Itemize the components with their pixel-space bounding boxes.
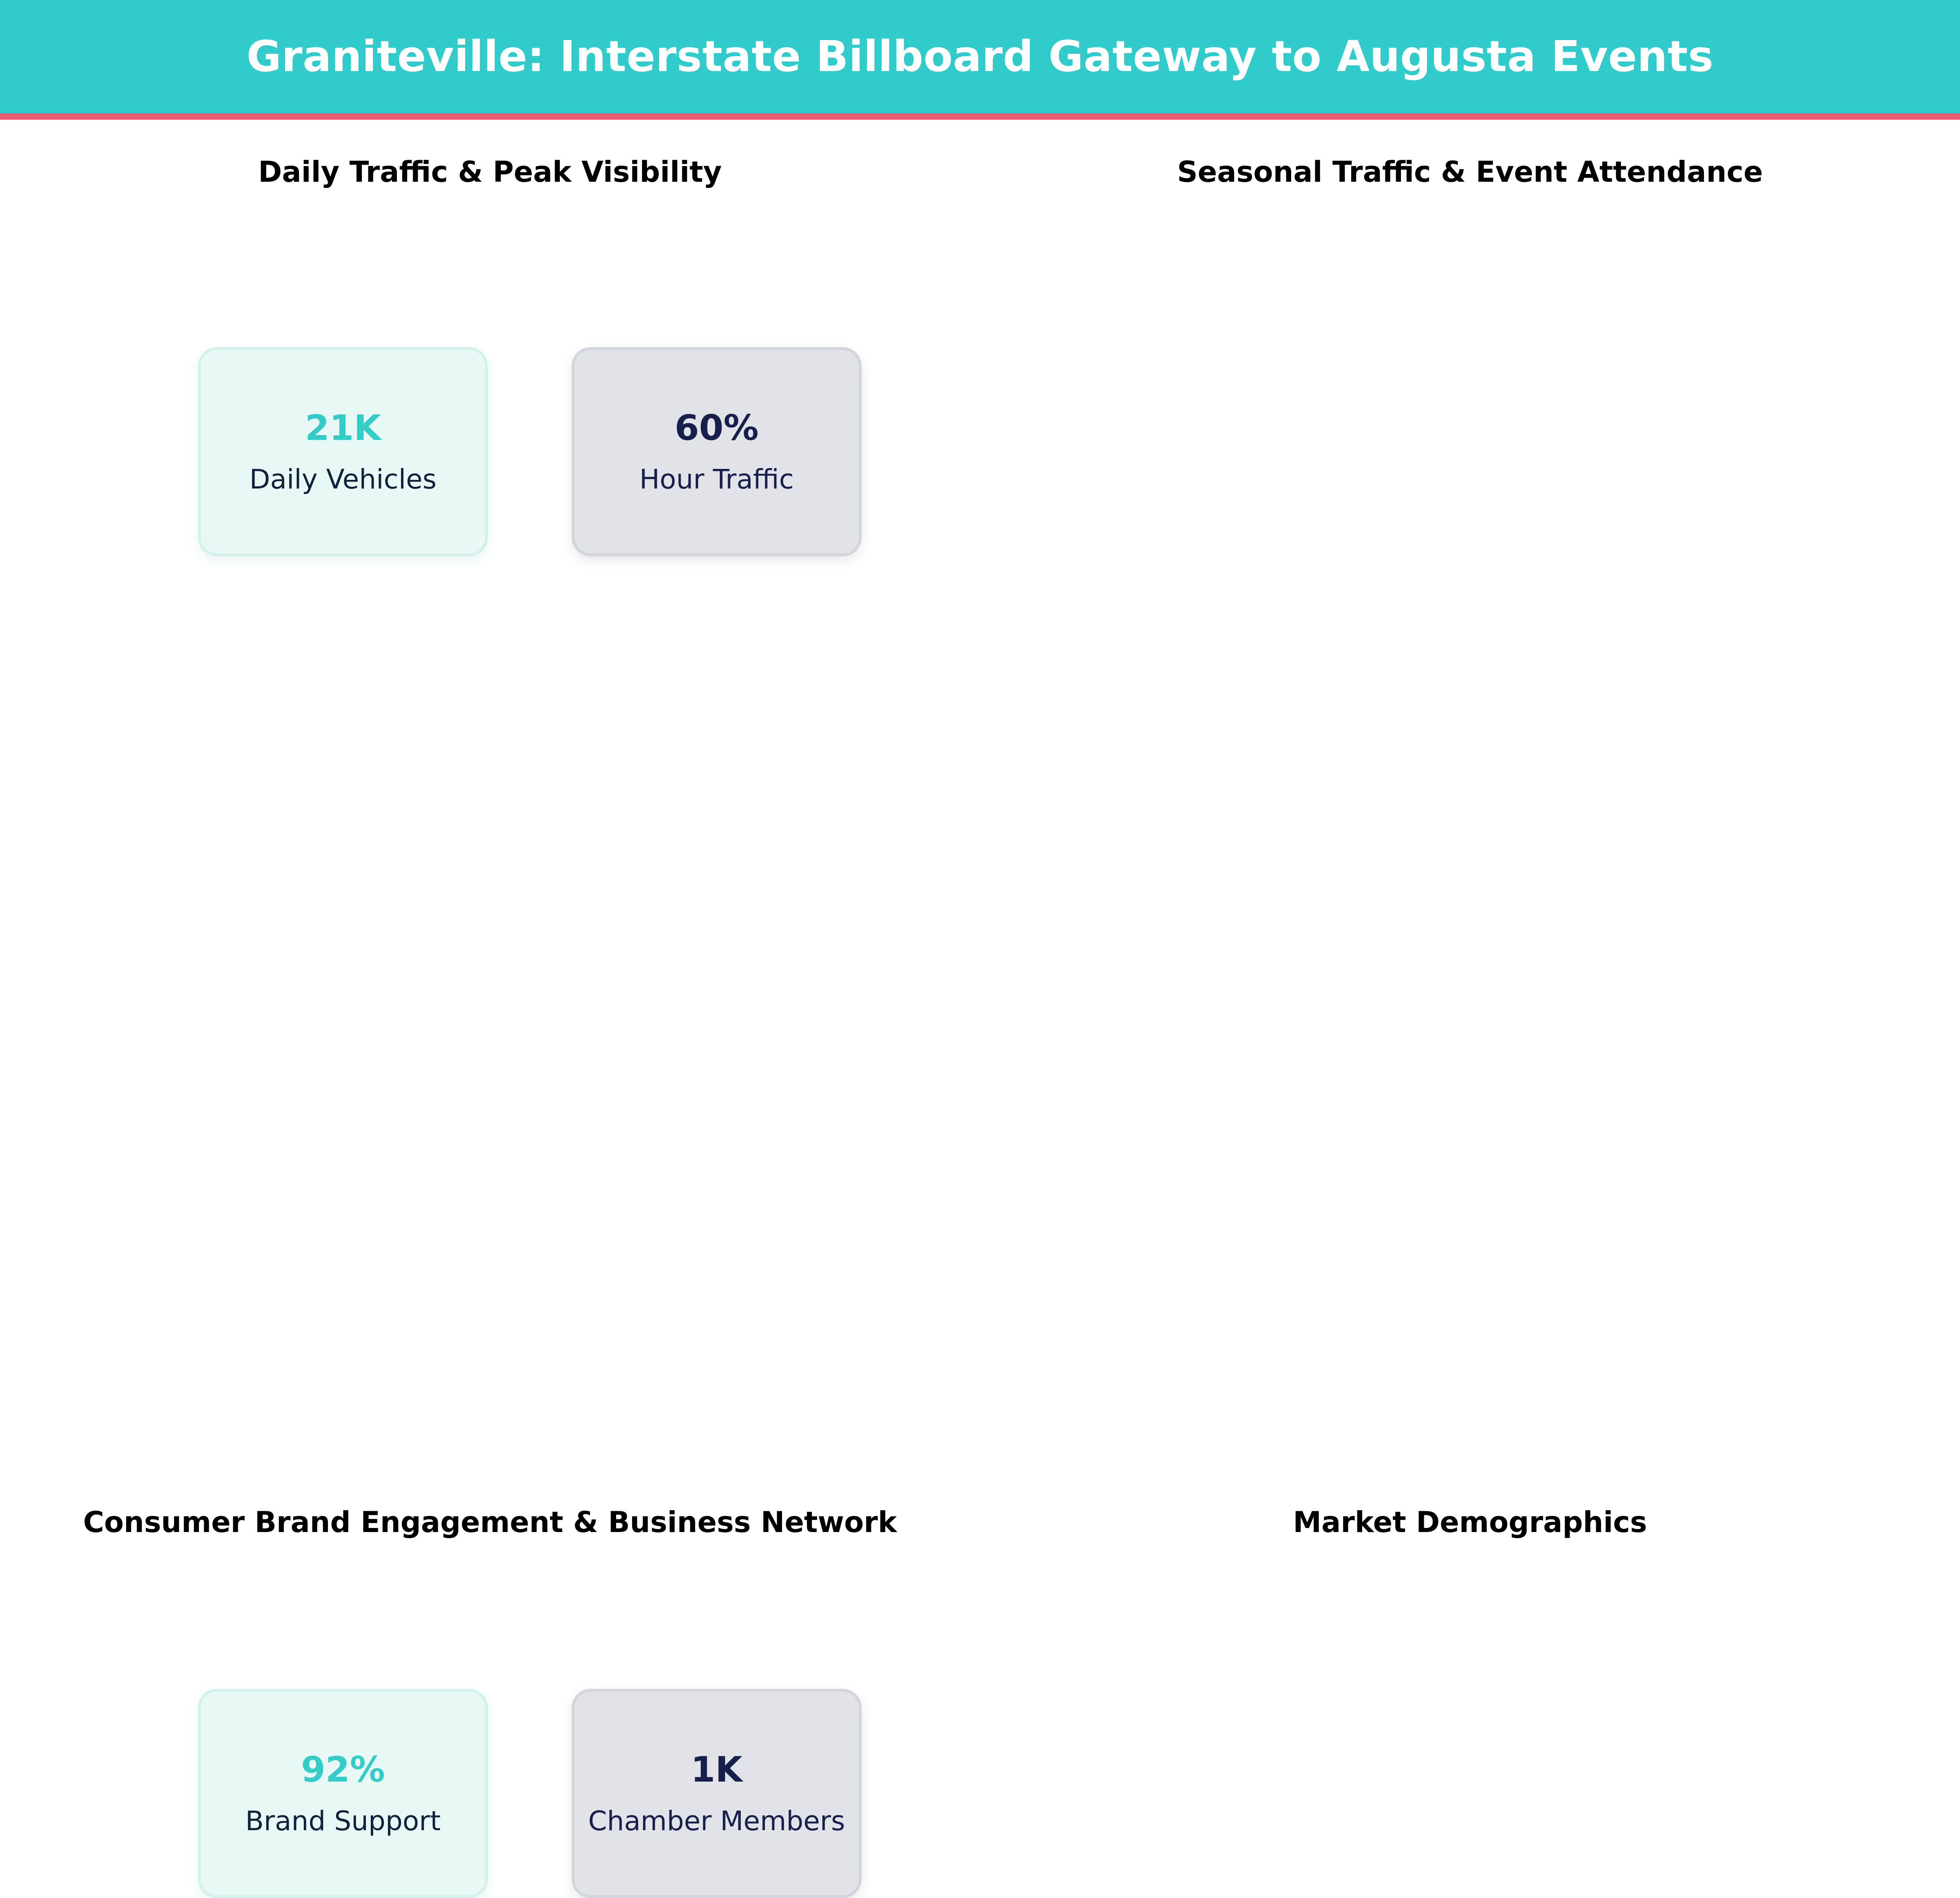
kpi-card-brand-support[interactable]: 92% Brand Support bbox=[198, 1689, 488, 1898]
panel-title: Seasonal Traffic & Event Attendance bbox=[1177, 155, 1763, 189]
panel-title: Daily Traffic & Peak Visibility bbox=[258, 155, 722, 189]
kpi-card-chamber-members[interactable]: 1K Chamber Members bbox=[572, 1689, 862, 1898]
kpi-card-hour-traffic[interactable]: 60% Hour Traffic bbox=[572, 347, 862, 556]
kpi-card-daily-vehicles[interactable]: 21K Daily Vehicles bbox=[198, 347, 488, 556]
kpi-value: 60% bbox=[675, 408, 759, 448]
kpi-value: 1K bbox=[690, 1749, 743, 1790]
kpi-value: 92% bbox=[301, 1749, 385, 1790]
page-title: Graniteville: Interstate Billboard Gatew… bbox=[246, 31, 1714, 82]
panel-card-row: 21K Daily Vehicles 60% Hour Traffic bbox=[198, 347, 862, 556]
panel-market-demographics: Market Demographics 2.6K Population 38.3… bbox=[980, 795, 1960, 1539]
panel-title: Consumer Brand Engagement & Business Net… bbox=[83, 1505, 897, 1539]
kpi-label: Hour Traffic bbox=[639, 464, 794, 495]
kpi-label: Brand Support bbox=[245, 1805, 441, 1837]
panel-seasonal-traffic-event-attendance: Seasonal Traffic & Event Attendance 25% … bbox=[980, 120, 1960, 795]
panel-daily-traffic-peak-visibility: Daily Traffic & Peak Visibility 21K Dail… bbox=[0, 120, 980, 795]
kpi-panel-grid: Daily Traffic & Peak Visibility 21K Dail… bbox=[0, 120, 1960, 1898]
kpi-label: Chamber Members bbox=[588, 1805, 845, 1837]
panel-title: Market Demographics bbox=[1293, 1505, 1647, 1539]
header-accent-rule bbox=[0, 113, 1960, 120]
kpi-label: Daily Vehicles bbox=[249, 464, 437, 495]
panel-card-row: 92% Brand Support 1K Chamber Members bbox=[198, 1689, 862, 1898]
panel-consumer-brand-engagement-business-network: Consumer Brand Engagement & Business Net… bbox=[0, 795, 980, 1898]
kpi-value: 21K bbox=[305, 408, 381, 448]
header-banner: Graniteville: Interstate Billboard Gatew… bbox=[0, 0, 1960, 113]
